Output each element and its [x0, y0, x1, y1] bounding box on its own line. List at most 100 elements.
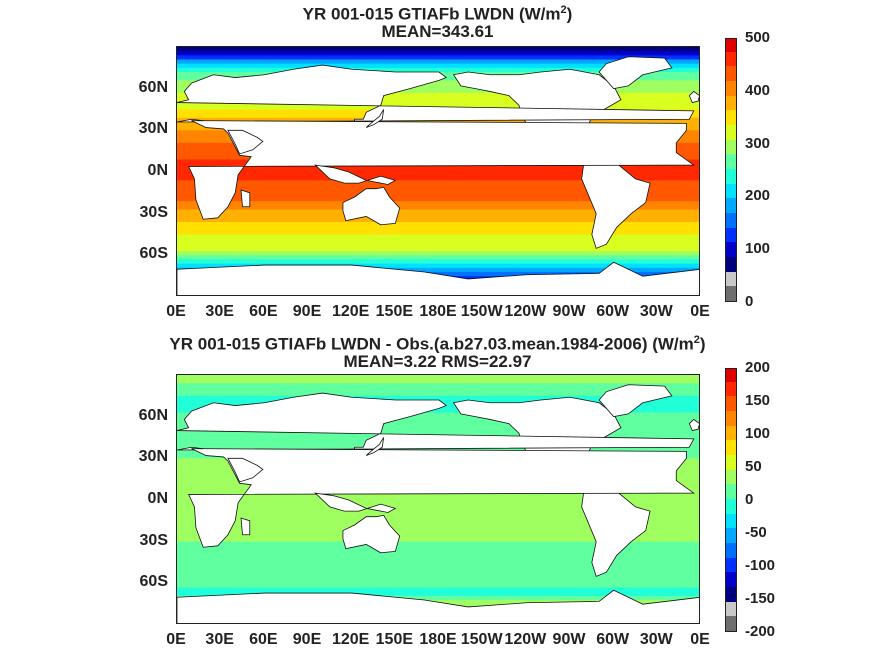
x-tick-label: 60E: [249, 631, 278, 648]
land-mass: [598, 384, 673, 418]
colorbar-segment: [726, 615, 736, 631]
x-tick-label: 150E: [375, 631, 414, 648]
colorbar-segment: [726, 124, 736, 140]
colorbar: [725, 38, 737, 302]
colorbar-segment: [726, 527, 736, 543]
colorbar-tick-label: 0: [745, 491, 754, 508]
heatmap-band: [177, 529, 699, 534]
heatmap-band: [177, 80, 699, 86]
heatmap-band: [177, 201, 699, 206]
x-tick-label: 90W: [552, 631, 586, 648]
heatmap-band: [177, 495, 699, 501]
heatmap-band: [177, 500, 699, 505]
colorbar-segment: [726, 498, 736, 514]
map-plot-area: [176, 46, 700, 296]
heatmap-band: [177, 51, 699, 56]
land-mass: [227, 129, 264, 155]
heatmap-band: [177, 47, 699, 52]
colorbar-segment: [726, 285, 736, 301]
heatmap-band: [177, 184, 699, 190]
x-tick-label: 150E: [375, 303, 414, 320]
land-mass: [688, 418, 699, 432]
heatmap-band: [177, 247, 699, 252]
colorbar-tick-label: 50: [745, 458, 762, 475]
chart-subtitle: MEAN=3.22 RMS=22.97: [343, 352, 532, 371]
land-mass: [365, 437, 385, 456]
heatmap-band: [177, 579, 699, 584]
heatmap-band: [177, 222, 699, 227]
colorbar-segment: [726, 439, 736, 455]
x-tick-label: 180E: [419, 303, 457, 320]
land-mass: [314, 492, 397, 513]
heatmap-band: [177, 205, 699, 211]
land-mass: [688, 90, 699, 104]
heatmap-band: [177, 520, 699, 526]
heatmap-band: [177, 508, 699, 514]
x-tick-label: 150W: [460, 303, 503, 320]
heatmap-band: [177, 59, 699, 65]
x-tick-label: 180E: [419, 631, 457, 648]
land-mass: [227, 457, 264, 483]
colorbar-tick-label: 500: [745, 29, 771, 46]
heatmap-band: [177, 429, 699, 434]
heatmap-band: [177, 263, 699, 269]
heatmap-band: [177, 97, 699, 102]
colorbar-tick-label: -200: [745, 623, 776, 640]
heatmap-band: [177, 197, 699, 202]
colorbar-tick-label: 300: [745, 134, 771, 152]
heatmap-band: [177, 541, 699, 547]
heatmap-band: [177, 209, 699, 215]
colorbar-tick-label: 0: [745, 293, 754, 310]
colorbar-segment: [726, 381, 736, 397]
colorbar-segment: [726, 241, 736, 257]
x-tick-label: 120W: [504, 303, 547, 320]
land-mass: [581, 154, 651, 249]
colorbar-segment: [726, 542, 736, 558]
chart-panel-difference: YR 001-015 GTIAFb LWDN - Obs.(a.b27.03.m…: [0, 328, 875, 656]
colorbar-tick-label: 200: [745, 187, 771, 205]
heatmap-band: [177, 217, 699, 223]
y-tick-label: 60N: [138, 78, 168, 96]
x-tick-label: 120E: [331, 631, 370, 648]
heatmap-band: [177, 101, 699, 106]
heatmap-band: [177, 412, 699, 418]
heatmap-band: [177, 387, 699, 393]
x-tick-label: 30W: [639, 631, 673, 648]
colorbar-segment: [726, 95, 736, 111]
heatmap-band: [177, 525, 699, 530]
colorbar-tick-label: 100: [745, 240, 771, 258]
colorbar-segment: [726, 183, 736, 199]
x-tick-label: 30E: [205, 631, 234, 648]
colorbar-segment: [726, 256, 736, 272]
colorbar-segment: [726, 65, 736, 81]
heatmap-band: [177, 566, 699, 572]
heatmap-band: [177, 92, 699, 98]
heatmap-band: [177, 504, 699, 509]
x-tick-label: 60W: [596, 303, 630, 320]
land-mass: [365, 109, 385, 128]
colorbar-segment: [726, 369, 736, 382]
heatmap-band: [177, 554, 699, 559]
y-tick-label: 30N: [138, 448, 168, 466]
y-tick-label: 60N: [138, 406, 168, 424]
heatmap-band: [177, 537, 699, 543]
colorbar-tick-label: 200: [745, 359, 771, 376]
heatmap-band: [177, 67, 699, 73]
colorbar-segment: [726, 601, 736, 617]
heatmap-band: [177, 234, 699, 240]
heatmap-band: [177, 259, 699, 265]
heatmap-band: [177, 242, 699, 248]
y-tick-label: 30S: [139, 531, 168, 549]
colorbar-tick-label: -50: [745, 524, 767, 541]
heatmap-band: [177, 238, 699, 244]
colorbar-segment: [726, 571, 736, 587]
x-tick-label: 30W: [639, 303, 673, 320]
x-tick-label: 30E: [205, 303, 234, 320]
heatmap-band: [177, 587, 699, 593]
heatmap-svg: [177, 375, 699, 623]
heatmap-band: [177, 63, 699, 69]
colorbar: [725, 368, 737, 632]
heatmap-band: [177, 408, 699, 414]
heatmap-band: [177, 558, 699, 564]
colorbar-segment: [726, 197, 736, 213]
